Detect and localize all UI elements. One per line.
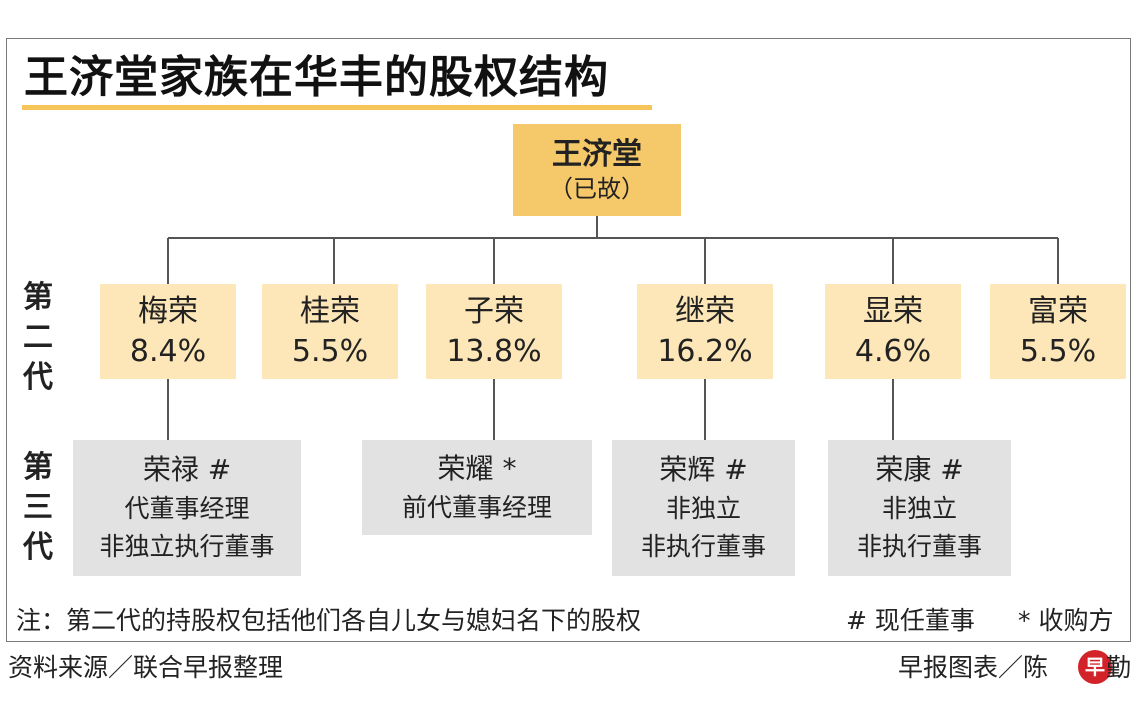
- gen3-role: 非独立: [665, 494, 741, 523]
- gen3-name: 荣辉 #: [659, 453, 748, 486]
- gen3-role: 非执行董事: [640, 532, 766, 561]
- gen3-role: 非独立: [881, 494, 957, 523]
- gen3-name: 荣禄 #: [142, 453, 232, 486]
- gen3-node-ronglu: 荣禄 # 代董事经理 非独立执行董事: [73, 440, 301, 576]
- gen2-name: 子荣: [464, 293, 524, 329]
- gen2-node-jirong: 继荣 16.2%: [637, 284, 773, 379]
- gen3-role: 非执行董事: [856, 532, 982, 561]
- gen2-node-guirong: 桂荣 5.5%: [262, 284, 398, 379]
- chart-title: 王济堂家族在华丰的股权结构: [24, 52, 609, 103]
- gen2-name: 富荣: [1028, 293, 1088, 329]
- gen3-role: 前代董事经理: [401, 492, 552, 522]
- gen3-label-char: 三: [23, 490, 53, 525]
- gen3-role: 代董事经理: [124, 494, 250, 523]
- gen2-name: 桂荣: [300, 293, 360, 329]
- gen2-share: 4.6%: [854, 333, 932, 369]
- gen3-name: 荣康 #: [875, 453, 964, 486]
- chart-frame: [6, 38, 1131, 642]
- gen2-share: 5.5%: [1019, 333, 1097, 369]
- gen3-label-char: 第: [23, 450, 53, 485]
- gen3-role: 非独立执行董事: [99, 532, 275, 561]
- gen2-label-char: 代: [23, 360, 53, 395]
- gen3-label-char: 代: [23, 530, 53, 565]
- gen3-node-ronghui: 荣辉 # 非独立 非执行董事: [612, 440, 795, 576]
- footnote: 注：第二代的持股权包括他们各自儿女与媳妇名下的股权: [16, 606, 642, 635]
- gen2-label: 第 二 代: [20, 278, 56, 398]
- title-underline: [22, 105, 652, 110]
- graphic-credit-tail: 勤: [1106, 653, 1132, 682]
- gen2-share: 5.5%: [291, 333, 369, 369]
- gen2-node-xianrong: 显荣 4.6%: [825, 284, 961, 379]
- gen2-name: 显荣: [863, 293, 923, 329]
- gen3-name: 荣耀 *: [437, 451, 517, 485]
- gen3-label: 第 三 代: [20, 448, 56, 568]
- legend-acquirer: * 收购方: [1018, 606, 1114, 635]
- gen2-name: 梅荣: [138, 293, 198, 329]
- gen2-node-meirong: 梅荣 8.4%: [100, 284, 236, 379]
- legend-current-director: # 现任董事: [846, 606, 975, 635]
- gen2-share: 8.4%: [129, 333, 207, 369]
- gen2-share: 13.8%: [446, 333, 542, 369]
- graphic-credit: 早报图表／陈: [898, 653, 1049, 682]
- gen2-name: 继荣: [675, 293, 735, 329]
- gen2-label-char: 二: [23, 320, 53, 355]
- gen2-node-zirong: 子荣 13.8%: [426, 284, 562, 379]
- root-note: （已故）: [549, 175, 645, 203]
- gen2-node-furong: 富荣 5.5%: [990, 284, 1126, 379]
- gen3-node-rongyao: 荣耀 * 前代董事经理: [362, 440, 592, 535]
- zaobao-logo: 早: [1078, 650, 1112, 684]
- gen2-share: 16.2%: [657, 333, 753, 369]
- root-name: 王济堂: [552, 137, 642, 172]
- gen3-node-rongkang: 荣康 # 非独立 非执行董事: [828, 440, 1011, 576]
- gen2-label-char: 第: [23, 280, 53, 315]
- root-node: 王济堂 （已故）: [513, 124, 681, 216]
- source-credit: 资料来源／联合早报整理: [8, 653, 284, 682]
